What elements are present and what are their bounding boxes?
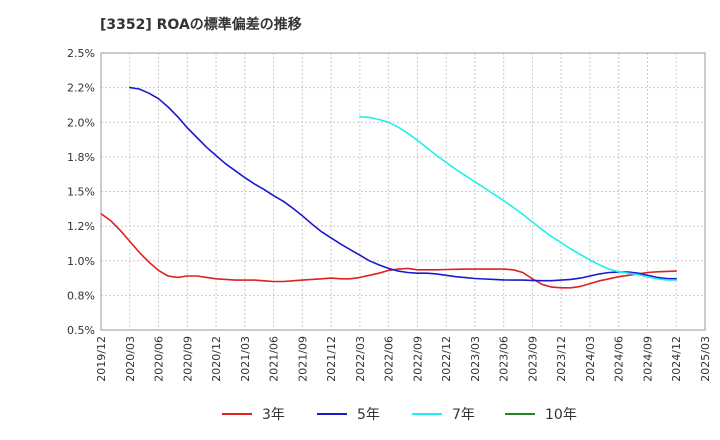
x-tick-label: 2020/12 [210, 336, 223, 382]
x-tick-label: 2023/12 [555, 336, 568, 382]
x-tick-label: 2021/06 [268, 336, 281, 382]
x-tick-label: 2023/09 [526, 336, 539, 382]
legend-label: 3年 [262, 407, 285, 423]
x-tick-label: 2020/09 [181, 336, 194, 382]
x-tick-label: 2023/03 [469, 336, 482, 382]
x-tick-label: 2021/09 [296, 336, 309, 382]
x-tick-label: 2021/03 [239, 336, 252, 382]
x-tick-label: 2024/03 [584, 336, 597, 382]
series-line-1 [100, 212, 678, 289]
x-tick-label: 2022/09 [411, 336, 424, 382]
y-tick-label: 0.5% [67, 324, 95, 337]
legend-label: 7年 [452, 407, 475, 423]
x-tick-label: 2022/06 [383, 336, 396, 382]
y-tick-label: 2.5% [67, 47, 95, 60]
x-tick-label: 2020/06 [153, 336, 166, 382]
y-tick-label: 1.5% [67, 186, 95, 199]
legend-item-3: 7年 [412, 407, 475, 423]
plot-frame [100, 52, 706, 331]
y-tick-label: 1.0% [67, 255, 95, 268]
x-tick-label: 2023/06 [498, 336, 511, 382]
legend: 3年 5年 7年 10年 [222, 407, 577, 423]
x-tick-label: 2024/06 [613, 336, 626, 382]
legend-label: 10年 [545, 407, 577, 423]
x-tick-label: 2020/03 [124, 336, 137, 382]
x-tick-label: 2021/12 [325, 336, 338, 382]
legend-item-1: 3年 [222, 407, 285, 423]
series-lines [100, 86, 678, 289]
y-tick-label: 1.8% [67, 151, 95, 164]
x-tick-label: 2019/12 [95, 336, 108, 382]
x-tick-label: 2022/12 [440, 336, 453, 382]
y-tick-label: 2.2% [67, 82, 95, 95]
x-tick-label: 2024/09 [641, 336, 654, 382]
y-tick-label: 1.2% [67, 220, 95, 233]
series-line-2 [129, 86, 678, 282]
series-line-3 [359, 115, 678, 281]
x-tick-label: 2025/03 [699, 336, 712, 382]
chart-title: [3352] ROAの標準偏差の推移 [100, 17, 302, 33]
legend-label: 5年 [357, 407, 380, 423]
x-tick-label: 2022/03 [354, 336, 367, 382]
y-tick-label: 0.8% [67, 289, 95, 302]
legend-item-4: 10年 [505, 407, 577, 423]
y-axis-ticks: 0.5% 0.8% 1.0% 1.2% 1.5% 1.8% 2.0% 2.2% 2.5% [67, 47, 95, 337]
x-axis-ticks: 2019/12 2020/03 2020/06 2020/09 2020/12 2021/… [95, 336, 712, 382]
legend-item-2: 5年 [317, 407, 380, 423]
x-tick-label: 2024/12 [670, 336, 683, 382]
y-tick-label: 2.0% [67, 116, 95, 129]
